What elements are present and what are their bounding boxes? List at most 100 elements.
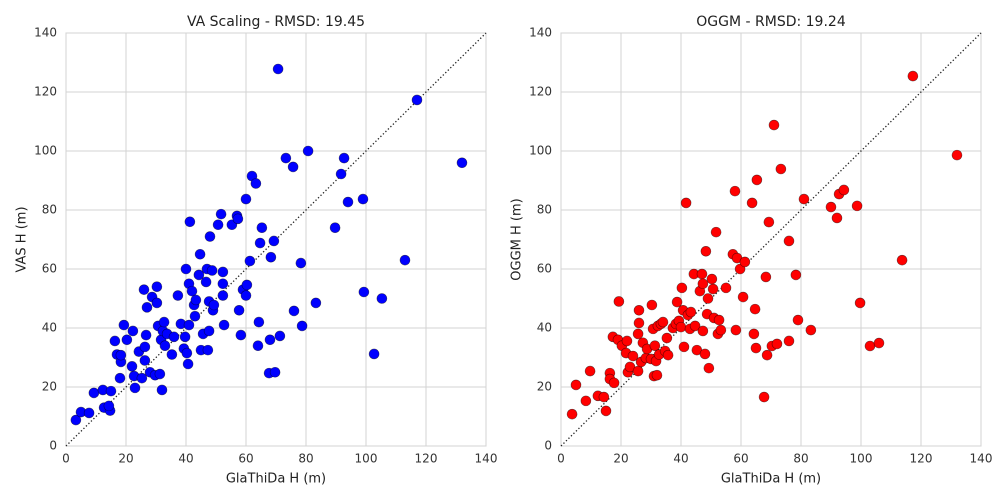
point (700, 246, 712, 257)
point (399, 254, 411, 266)
point (761, 349, 773, 361)
point (864, 340, 876, 352)
point (287, 161, 299, 173)
y-tick-label: 40 (537, 321, 552, 335)
y-tick-label: 20 (537, 380, 552, 394)
point (792, 314, 804, 326)
point (907, 70, 919, 82)
point (272, 63, 284, 75)
point (710, 226, 722, 238)
point (103, 400, 115, 412)
point (179, 331, 191, 343)
point (357, 193, 369, 205)
point (182, 358, 194, 370)
point (748, 328, 760, 340)
point (707, 283, 719, 295)
point (750, 342, 762, 354)
x-tick-label: 80 (298, 452, 313, 466)
point (706, 273, 718, 285)
point (121, 334, 133, 346)
point (825, 201, 837, 213)
point (206, 265, 218, 276)
point (737, 291, 749, 303)
point (70, 414, 82, 426)
point (208, 299, 220, 311)
point (662, 349, 674, 361)
point (151, 281, 163, 293)
point (689, 320, 701, 332)
point (159, 340, 171, 352)
point (202, 344, 214, 356)
point (129, 382, 141, 394)
point (240, 290, 252, 301)
point (138, 284, 150, 295)
point (763, 216, 775, 228)
y-tick-label: 100 (34, 144, 57, 158)
point (256, 222, 268, 233)
point (158, 316, 170, 328)
point (126, 361, 138, 372)
point (180, 263, 192, 275)
point (217, 266, 229, 278)
point (203, 325, 215, 337)
point (215, 208, 227, 220)
point (140, 329, 152, 341)
point (358, 286, 370, 298)
y-tick-label: 60 (42, 262, 57, 276)
point (83, 407, 95, 419)
point (212, 219, 224, 231)
point (295, 257, 307, 269)
point (790, 269, 802, 281)
point (783, 335, 795, 347)
chart-title: VA Scaling - RMSD: 19.45 (187, 14, 365, 30)
point (240, 193, 252, 205)
point (758, 391, 770, 403)
point (713, 314, 725, 326)
point (676, 282, 688, 294)
point (296, 320, 308, 332)
point (633, 317, 645, 329)
x-tick-label: 140 (970, 452, 993, 466)
point (598, 391, 610, 403)
point (252, 340, 264, 352)
point (746, 197, 758, 209)
point (200, 276, 212, 288)
point (831, 212, 843, 224)
point (649, 340, 661, 352)
point (127, 325, 139, 337)
point (838, 184, 850, 196)
point (851, 200, 863, 212)
point (184, 216, 196, 228)
point (139, 355, 151, 366)
point (250, 178, 262, 189)
point (584, 365, 596, 377)
x-tick-label: 100 (355, 452, 378, 466)
point (749, 303, 761, 315)
point (456, 157, 468, 169)
x-tick-label: 120 (910, 452, 933, 466)
point (661, 332, 673, 344)
point (715, 324, 727, 336)
point (768, 119, 780, 131)
x-tick-label: 60 (238, 452, 253, 466)
point (854, 297, 866, 309)
point (730, 324, 742, 336)
point (241, 279, 253, 291)
y-axis-label: OGGM H (m) (510, 198, 525, 280)
point (105, 385, 117, 397)
point (302, 145, 314, 157)
point (264, 334, 276, 346)
point (189, 310, 201, 322)
point (896, 254, 908, 266)
point (805, 324, 817, 336)
point (633, 304, 645, 316)
point (244, 255, 256, 267)
point (115, 349, 127, 361)
y-tick-label: 100 (529, 144, 552, 158)
y-tick-label: 40 (42, 321, 57, 335)
point (632, 328, 644, 340)
y-tick-label: 140 (34, 26, 57, 40)
point (632, 365, 644, 377)
